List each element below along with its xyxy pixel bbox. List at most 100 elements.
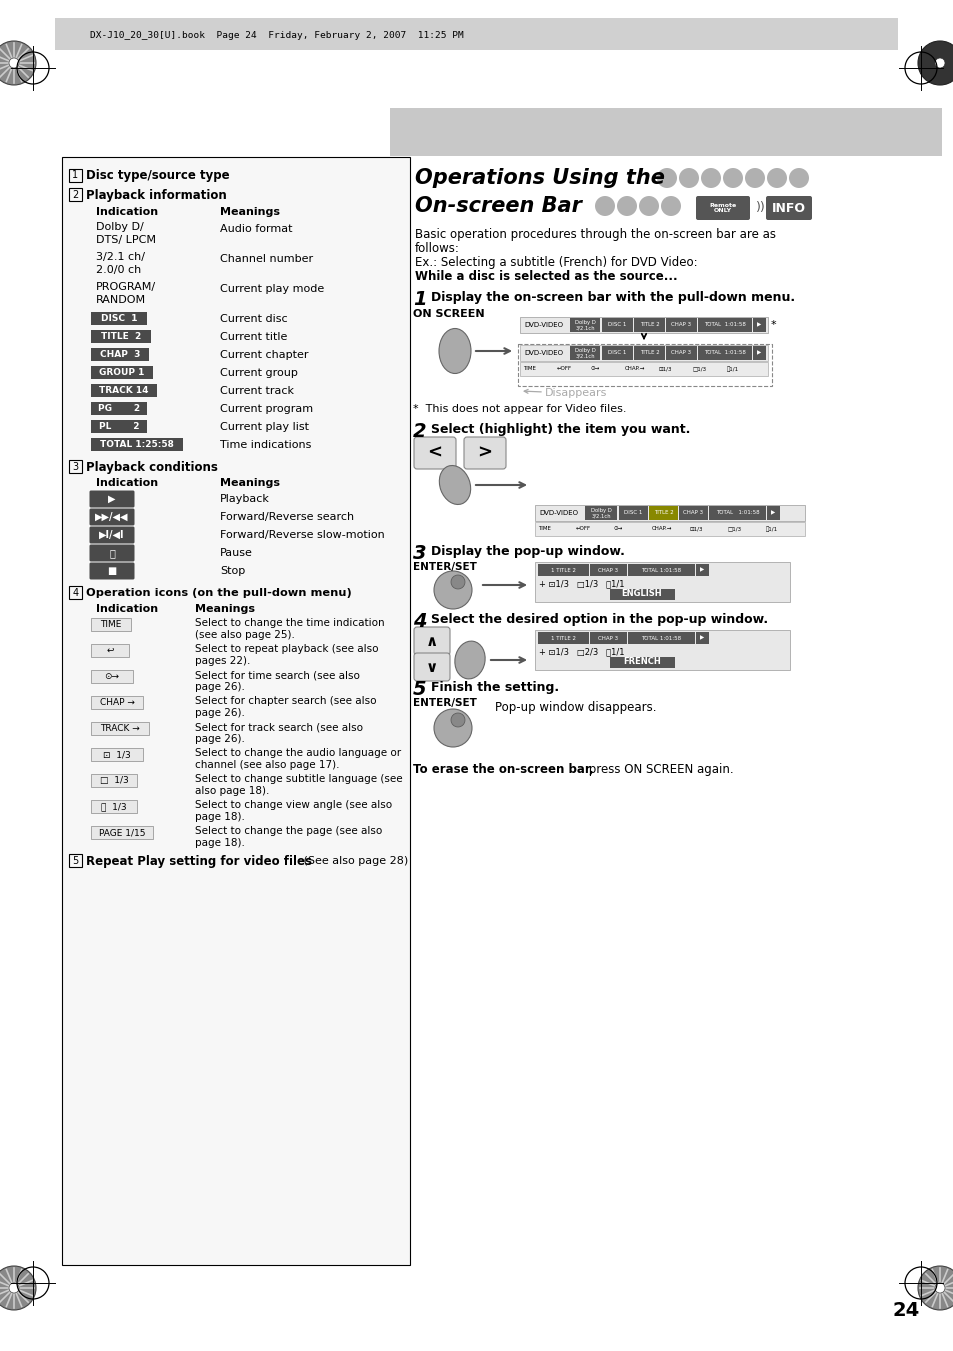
Text: ⊙→: ⊙→ [614,527,622,531]
Text: Current group: Current group [220,367,297,377]
Text: 1: 1 [413,290,426,309]
Text: + ⊡1/3   □2/3   ⛶1/1: + ⊡1/3 □2/3 ⛶1/1 [538,647,624,657]
Bar [584,507,617,520]
Circle shape [679,168,699,188]
FancyBboxPatch shape [90,508,134,526]
Text: Dolby D
3/2.1ch: Dolby D 3/2.1ch [574,347,595,358]
Text: Audio format: Audio format [220,223,293,234]
Text: ▶: ▶ [757,323,760,327]
Text: Time indications: Time indications [220,439,311,450]
Text: PAGE 1/15: PAGE 1/15 [99,828,145,838]
Text: Playback information: Playback information [86,189,227,201]
Bar [91,617,131,631]
Text: DISC  1: DISC 1 [101,313,137,323]
Text: DTS/ LPCM: DTS/ LPCM [96,235,156,245]
Circle shape [595,196,615,216]
Bar [618,507,647,520]
Text: 3: 3 [72,462,78,471]
Bar [569,346,599,359]
Text: Indication: Indication [96,207,158,218]
FancyBboxPatch shape [463,436,505,469]
Text: Current play mode: Current play mode [220,284,324,293]
Text: Forward/Reverse slow-motion: Forward/Reverse slow-motion [220,530,384,540]
FancyBboxPatch shape [765,196,811,220]
Bar [69,188,82,201]
Bar [627,632,695,644]
Bar [601,317,633,332]
Text: Select for time search (see also: Select for time search (see also [194,670,359,680]
Text: Dolby D
3/2.1ch: Dolby D 3/2.1ch [590,508,611,519]
Text: INFO: INFO [771,201,805,215]
FancyBboxPatch shape [90,527,134,543]
Text: Select to change the audio language or: Select to change the audio language or [194,748,400,758]
Bar [609,657,675,667]
Text: 1 TITLE 2: 1 TITLE 2 [551,635,576,640]
Text: CHAP 3: CHAP 3 [598,635,618,640]
Text: ↩: ↩ [106,646,113,655]
Text: ▶: ▶ [771,511,775,516]
Text: Current disc: Current disc [220,313,287,323]
Text: 1: 1 [72,170,78,181]
Bar [634,346,664,359]
Bar [696,632,708,644]
Text: 4: 4 [413,612,426,631]
Text: Stop: Stop [220,566,245,576]
Text: Operation icons (on the pull-down menu): Operation icons (on the pull-down menu) [86,588,352,598]
Circle shape [934,1283,944,1293]
Circle shape [0,1266,36,1310]
Text: 2.0/0 ch: 2.0/0 ch [96,265,141,276]
Text: CHAP 3: CHAP 3 [682,511,702,516]
Text: 1 TITLE 2: 1 TITLE 2 [551,567,576,573]
Text: Disc type/source type: Disc type/source type [86,169,230,182]
Text: ▶: ▶ [700,567,704,573]
Bar [535,562,789,603]
Text: PROGRAM/: PROGRAM/ [96,282,156,292]
Bar [537,563,588,576]
Circle shape [660,196,680,216]
Circle shape [0,41,36,85]
Bar [519,317,767,332]
Ellipse shape [434,571,472,609]
Text: TOTAL 1:01:58: TOTAL 1:01:58 [640,567,680,573]
Text: Select to repeat playback (see also: Select to repeat playback (see also [194,644,378,654]
Text: Current track: Current track [220,385,294,396]
Text: Ex.: Selecting a subtitle (French) for DVD Video:: Ex.: Selecting a subtitle (French) for D… [415,255,697,269]
Text: Meanings: Meanings [220,478,280,488]
Bar [91,403,147,415]
Text: CHAP 3: CHAP 3 [598,567,618,573]
Text: On-screen Bar: On-screen Bar [415,196,581,216]
Text: Playback conditions: Playback conditions [86,461,217,473]
Text: ⏸: ⏸ [109,549,114,558]
Text: TOTAL 1:25:58: TOTAL 1:25:58 [100,440,173,449]
Text: TITLE 2: TITLE 2 [653,511,673,516]
Text: Playback: Playback [220,494,270,504]
Text: ⛶  1/3: ⛶ 1/3 [101,802,127,811]
FancyBboxPatch shape [90,562,134,580]
Circle shape [722,168,742,188]
Circle shape [788,168,808,188]
Text: PG       2: PG 2 [98,404,140,413]
Bar [55,18,897,50]
Text: press ON SCREEN again.: press ON SCREEN again. [584,763,733,775]
Bar [696,563,708,576]
Text: page 18).: page 18). [194,812,245,821]
Circle shape [657,168,677,188]
Bar [601,346,633,359]
Bar [589,632,626,644]
Bar [752,346,765,359]
Bar [766,507,780,520]
Text: 2: 2 [72,189,78,200]
FancyBboxPatch shape [414,653,450,681]
Text: Select to change subtitle language (see: Select to change subtitle language (see [194,774,402,784]
Text: GROUP 1: GROUP 1 [99,367,145,377]
Text: (see also page 25).: (see also page 25). [194,630,294,640]
Text: Select (highlight) the item you want.: Select (highlight) the item you want. [431,423,690,436]
Text: Forward/Reverse search: Forward/Reverse search [220,512,354,521]
Text: page 26).: page 26). [194,682,245,692]
Text: Disappears: Disappears [544,388,607,399]
Text: □1/3: □1/3 [727,527,741,531]
Text: DISC 1: DISC 1 [608,323,626,327]
Circle shape [917,41,953,85]
Text: CHAP.→: CHAP.→ [624,366,644,372]
Text: FRENCH: FRENCH [622,658,660,666]
